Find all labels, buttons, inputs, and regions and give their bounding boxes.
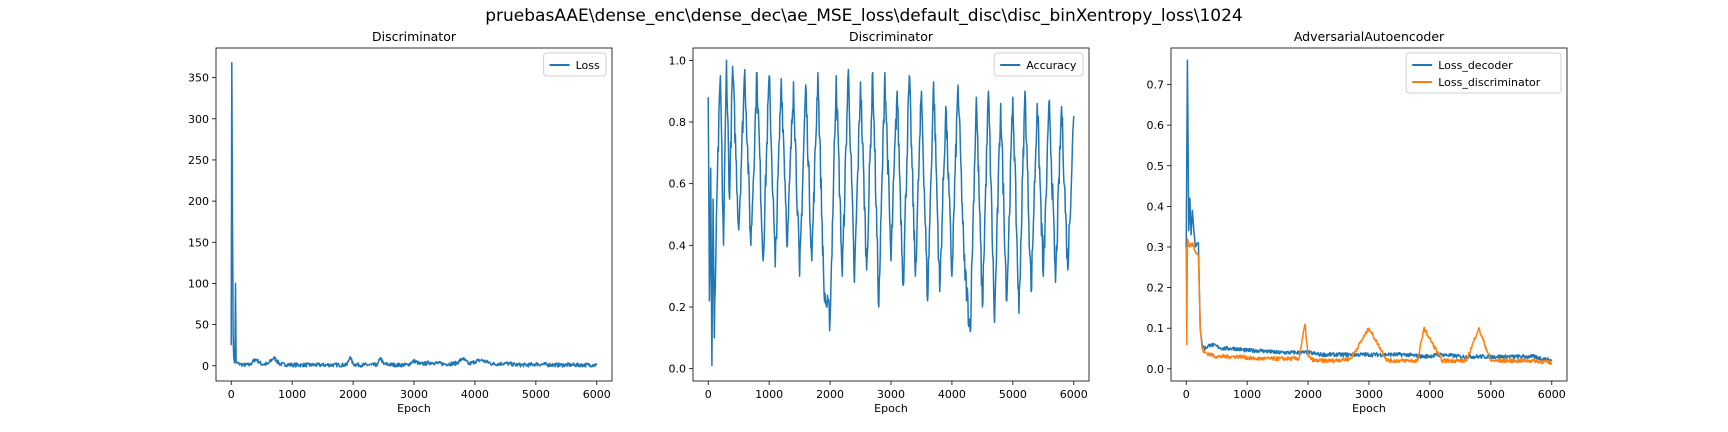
- x-tick-label: 6000: [1060, 388, 1088, 401]
- legend-label: Loss: [576, 59, 600, 72]
- y-tick-label: 0: [202, 360, 209, 373]
- y-tick-label: 150: [188, 236, 209, 249]
- legend-box: [993, 52, 1084, 77]
- y-tick-label: 0.2: [669, 301, 687, 314]
- y-tick-label: 200: [188, 195, 209, 208]
- x-tick-label: 0: [705, 388, 712, 401]
- axes-frame: [215, 47, 613, 382]
- x-tick-label: 2000: [339, 388, 367, 401]
- legend-box: [543, 52, 607, 77]
- x-axis-label: Epoch: [874, 402, 908, 415]
- legend-label: Accuracy: [1026, 59, 1077, 72]
- x-tick-label: 4000: [1416, 388, 1444, 401]
- y-tick-label: 50: [195, 319, 209, 332]
- y-tick-label: 0.1: [1147, 322, 1165, 335]
- y-tick-label: 250: [188, 154, 209, 167]
- y-tick-label: 0.2: [1147, 282, 1165, 295]
- x-tick-label: 4000: [461, 388, 489, 401]
- x-tick-label: 3000: [877, 388, 905, 401]
- y-tick-label: 0.7: [1147, 79, 1165, 92]
- y-tick-label: 0.0: [1147, 363, 1165, 376]
- x-axis-label: Epoch: [1352, 402, 1386, 415]
- x-tick-label: 1000: [755, 388, 783, 401]
- x-tick-label: 2000: [816, 388, 844, 401]
- series-line-loss: [230, 62, 598, 368]
- legend-label: Loss_decoder: [1438, 59, 1513, 72]
- x-tick-label: 3000: [1355, 388, 1383, 401]
- axes-title: AdversarialAutoencoder: [1294, 29, 1445, 44]
- x-tick-label: 4000: [938, 388, 966, 401]
- chart-panel-2: 0 1000 2000 3000 4000 5000 6000 0.0 0.2 0.4 0.6 0.8…: [669, 29, 1090, 415]
- chart-panel-3: 0 1000 2000 3000 4000 5000 6000 0.0 0.1 0.2 0.3 0.4…: [1147, 29, 1568, 415]
- x-axis-label: Epoch: [397, 402, 431, 415]
- y-tick-label: 0.6: [669, 178, 687, 191]
- x-tick-label: 3000: [400, 388, 428, 401]
- x-tick-label: 6000: [583, 388, 611, 401]
- figure-suptitle: pruebasAAE\dense_enc\dense_dec\ae_MSE_lo…: [485, 6, 1243, 26]
- y-tick-label: 0.0: [669, 363, 687, 376]
- series-line-loss-discriminator: [1185, 238, 1553, 366]
- x-tick-label: 0: [1183, 388, 1190, 401]
- y-tick-label: 0.3: [1147, 241, 1165, 254]
- chart-panel-1: 0 1000 2000 3000 4000 5000 6000 0 50 100 150 200 250…: [188, 29, 613, 415]
- x-tick-label: 5000: [1477, 388, 1505, 401]
- series-line-accuracy: [707, 59, 1075, 367]
- x-tick-label: 0: [228, 388, 235, 401]
- y-tick-label: 0.5: [1147, 160, 1165, 173]
- series-line-loss-decoder: [1185, 59, 1553, 363]
- x-tick-label: 1000: [1233, 388, 1261, 401]
- y-tick-label: 350: [188, 72, 209, 85]
- x-tick-label: 5000: [999, 388, 1027, 401]
- y-tick-label: 0.4: [1147, 200, 1165, 213]
- x-tick-label: 6000: [1538, 388, 1566, 401]
- axes-title: Discriminator: [849, 29, 934, 44]
- x-tick-label: 2000: [1294, 388, 1322, 401]
- x-tick-label: 1000: [278, 388, 306, 401]
- y-tick-label: 0.4: [669, 239, 687, 252]
- y-tick-label: 300: [188, 113, 209, 126]
- y-tick-label: 0.8: [669, 116, 687, 129]
- y-tick-label: 100: [188, 277, 209, 290]
- x-tick-label: 5000: [522, 388, 550, 401]
- axes-title: Discriminator: [372, 29, 457, 44]
- legend-box: [1405, 52, 1562, 94]
- y-tick-label: 0.6: [1147, 119, 1165, 132]
- y-tick-label: 1.0: [669, 54, 687, 67]
- legend-label: Loss_discriminator: [1438, 76, 1541, 89]
